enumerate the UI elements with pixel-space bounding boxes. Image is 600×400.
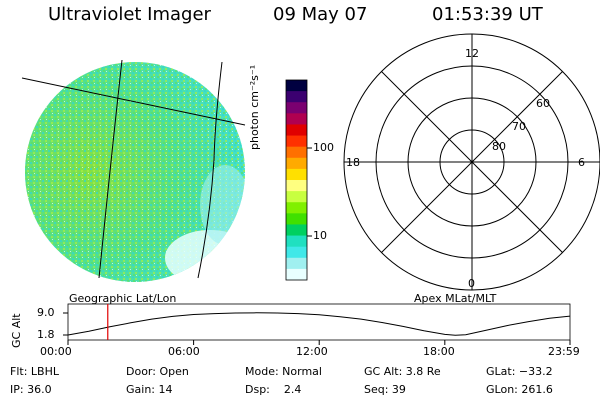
colorbar-tick-label: 100	[313, 141, 334, 154]
door-readout: Door: Open	[126, 365, 189, 378]
mlt-label-6: 6	[578, 156, 585, 169]
altitude-curve	[67, 312, 571, 336]
colorbar-segment	[286, 80, 307, 92]
altitude-xtick-label: 18:00	[423, 345, 455, 358]
mlat-label-80: 80	[492, 140, 506, 153]
colorbar-segment	[286, 246, 307, 259]
colorbar-segment	[286, 202, 307, 214]
colorbar-segment	[286, 146, 307, 159]
colorbar-axis-label: photon cm⁻²s⁻¹	[248, 64, 261, 150]
colorbar-tick-label: 10	[313, 229, 327, 242]
uv-image-disk	[21, 59, 246, 282]
altitude-xtick-label: 23:59	[548, 345, 580, 358]
seq-readout: Seq: 39	[364, 383, 406, 396]
gc-alt-readout: GC Alt: 3.8 Re	[364, 365, 441, 378]
colorbar-segment	[286, 102, 307, 114]
polar-plot	[343, 33, 600, 291]
colorbar-segment	[286, 91, 307, 103]
colorbar-segment	[286, 113, 307, 125]
colorbar-segment	[286, 124, 307, 137]
mlt-label-12: 12	[465, 47, 479, 60]
colorbar	[286, 80, 307, 281]
mlt-label-18: 18	[346, 156, 360, 169]
colorbar-segment	[286, 213, 307, 225]
mode-readout: Mode: Normal	[245, 365, 322, 378]
apex-label: Apex MLat/MLT	[414, 292, 497, 305]
filter-readout: Flt: LBHL	[10, 365, 59, 378]
mlat-label-60: 60	[536, 97, 550, 110]
altitude-ylabel: GC Alt	[10, 313, 23, 348]
graticule-line	[98, 59, 123, 279]
colorbar-segment	[286, 157, 307, 170]
altitude-xtick-label: 12:00	[296, 345, 328, 358]
instrument-title: Ultraviolet Imager	[48, 4, 211, 25]
colorbar-segment	[286, 135, 307, 148]
colorbar-frame	[285, 79, 308, 281]
altitude-plot-frame	[67, 303, 571, 341]
gain-readout: Gain: 14	[126, 383, 173, 396]
time-label: 01:53:39 UT	[432, 4, 543, 25]
colorbar-segment	[286, 191, 307, 203]
glat-readout: GLat: −33.2	[486, 365, 553, 378]
colorbar-segment	[286, 257, 307, 270]
graticule-line	[21, 77, 246, 126]
altitude-ytick-label: 1.8	[37, 328, 55, 341]
colorbar-segment	[286, 268, 307, 281]
altitude-xtick-label: 00:00	[40, 345, 72, 358]
geographic-label: Geographic Lat/Lon	[69, 292, 177, 305]
mlat-label-70: 70	[512, 120, 526, 133]
glon-readout: GLon: 261.6	[486, 383, 553, 396]
graticule-line	[197, 61, 223, 279]
altitude-x-ticks	[67, 340, 571, 345]
altitude-xtick-label: 06:00	[168, 345, 200, 358]
date-label: 09 May 07	[273, 4, 368, 25]
mlt-label-0: 0	[468, 277, 475, 290]
colorbar-segment	[286, 224, 307, 237]
dsp-readout: Dsp: 2.4	[245, 383, 302, 396]
altitude-ytick-label: 9.0	[37, 306, 55, 319]
colorbar-segment	[286, 168, 307, 181]
colorbar-segment	[286, 180, 307, 192]
colorbar-segment	[286, 235, 307, 248]
ip-readout: IP: 36.0	[10, 383, 52, 396]
